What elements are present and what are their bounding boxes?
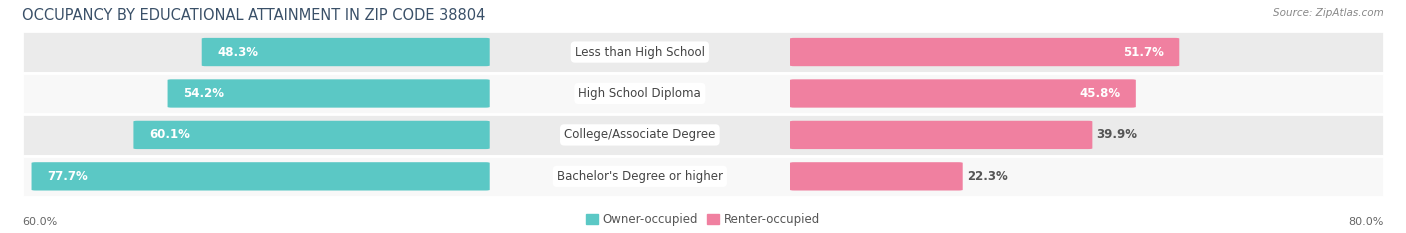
Text: 60.1%: 60.1% [149,128,190,141]
Text: 60.0%: 60.0% [22,217,58,227]
Text: 39.9%: 39.9% [1097,128,1137,141]
Text: 54.2%: 54.2% [183,87,224,100]
Text: OCCUPANCY BY EDUCATIONAL ATTAINMENT IN ZIP CODE 38804: OCCUPANCY BY EDUCATIONAL ATTAINMENT IN Z… [22,8,486,23]
Text: Bachelor's Degree or higher: Bachelor's Degree or higher [557,170,723,183]
Bar [22,31,1384,73]
Legend: Owner-occupied, Renter-occupied: Owner-occupied, Renter-occupied [586,213,820,226]
Text: 22.3%: 22.3% [967,170,1008,183]
Text: 48.3%: 48.3% [217,45,259,58]
Text: College/Associate Degree: College/Associate Degree [564,128,716,141]
FancyBboxPatch shape [790,162,963,191]
Text: 45.8%: 45.8% [1080,87,1121,100]
Text: 77.7%: 77.7% [46,170,87,183]
Text: 80.0%: 80.0% [1348,217,1384,227]
Bar [22,73,1384,114]
Text: 51.7%: 51.7% [1123,45,1164,58]
Bar [22,156,1384,197]
FancyBboxPatch shape [790,79,1136,108]
FancyBboxPatch shape [31,162,489,191]
Text: Less than High School: Less than High School [575,45,704,58]
FancyBboxPatch shape [134,121,489,149]
FancyBboxPatch shape [201,38,489,66]
Bar [22,114,1384,156]
Text: Source: ZipAtlas.com: Source: ZipAtlas.com [1272,8,1384,18]
FancyBboxPatch shape [167,79,489,108]
Text: High School Diploma: High School Diploma [578,87,702,100]
FancyBboxPatch shape [790,38,1180,66]
FancyBboxPatch shape [790,121,1092,149]
